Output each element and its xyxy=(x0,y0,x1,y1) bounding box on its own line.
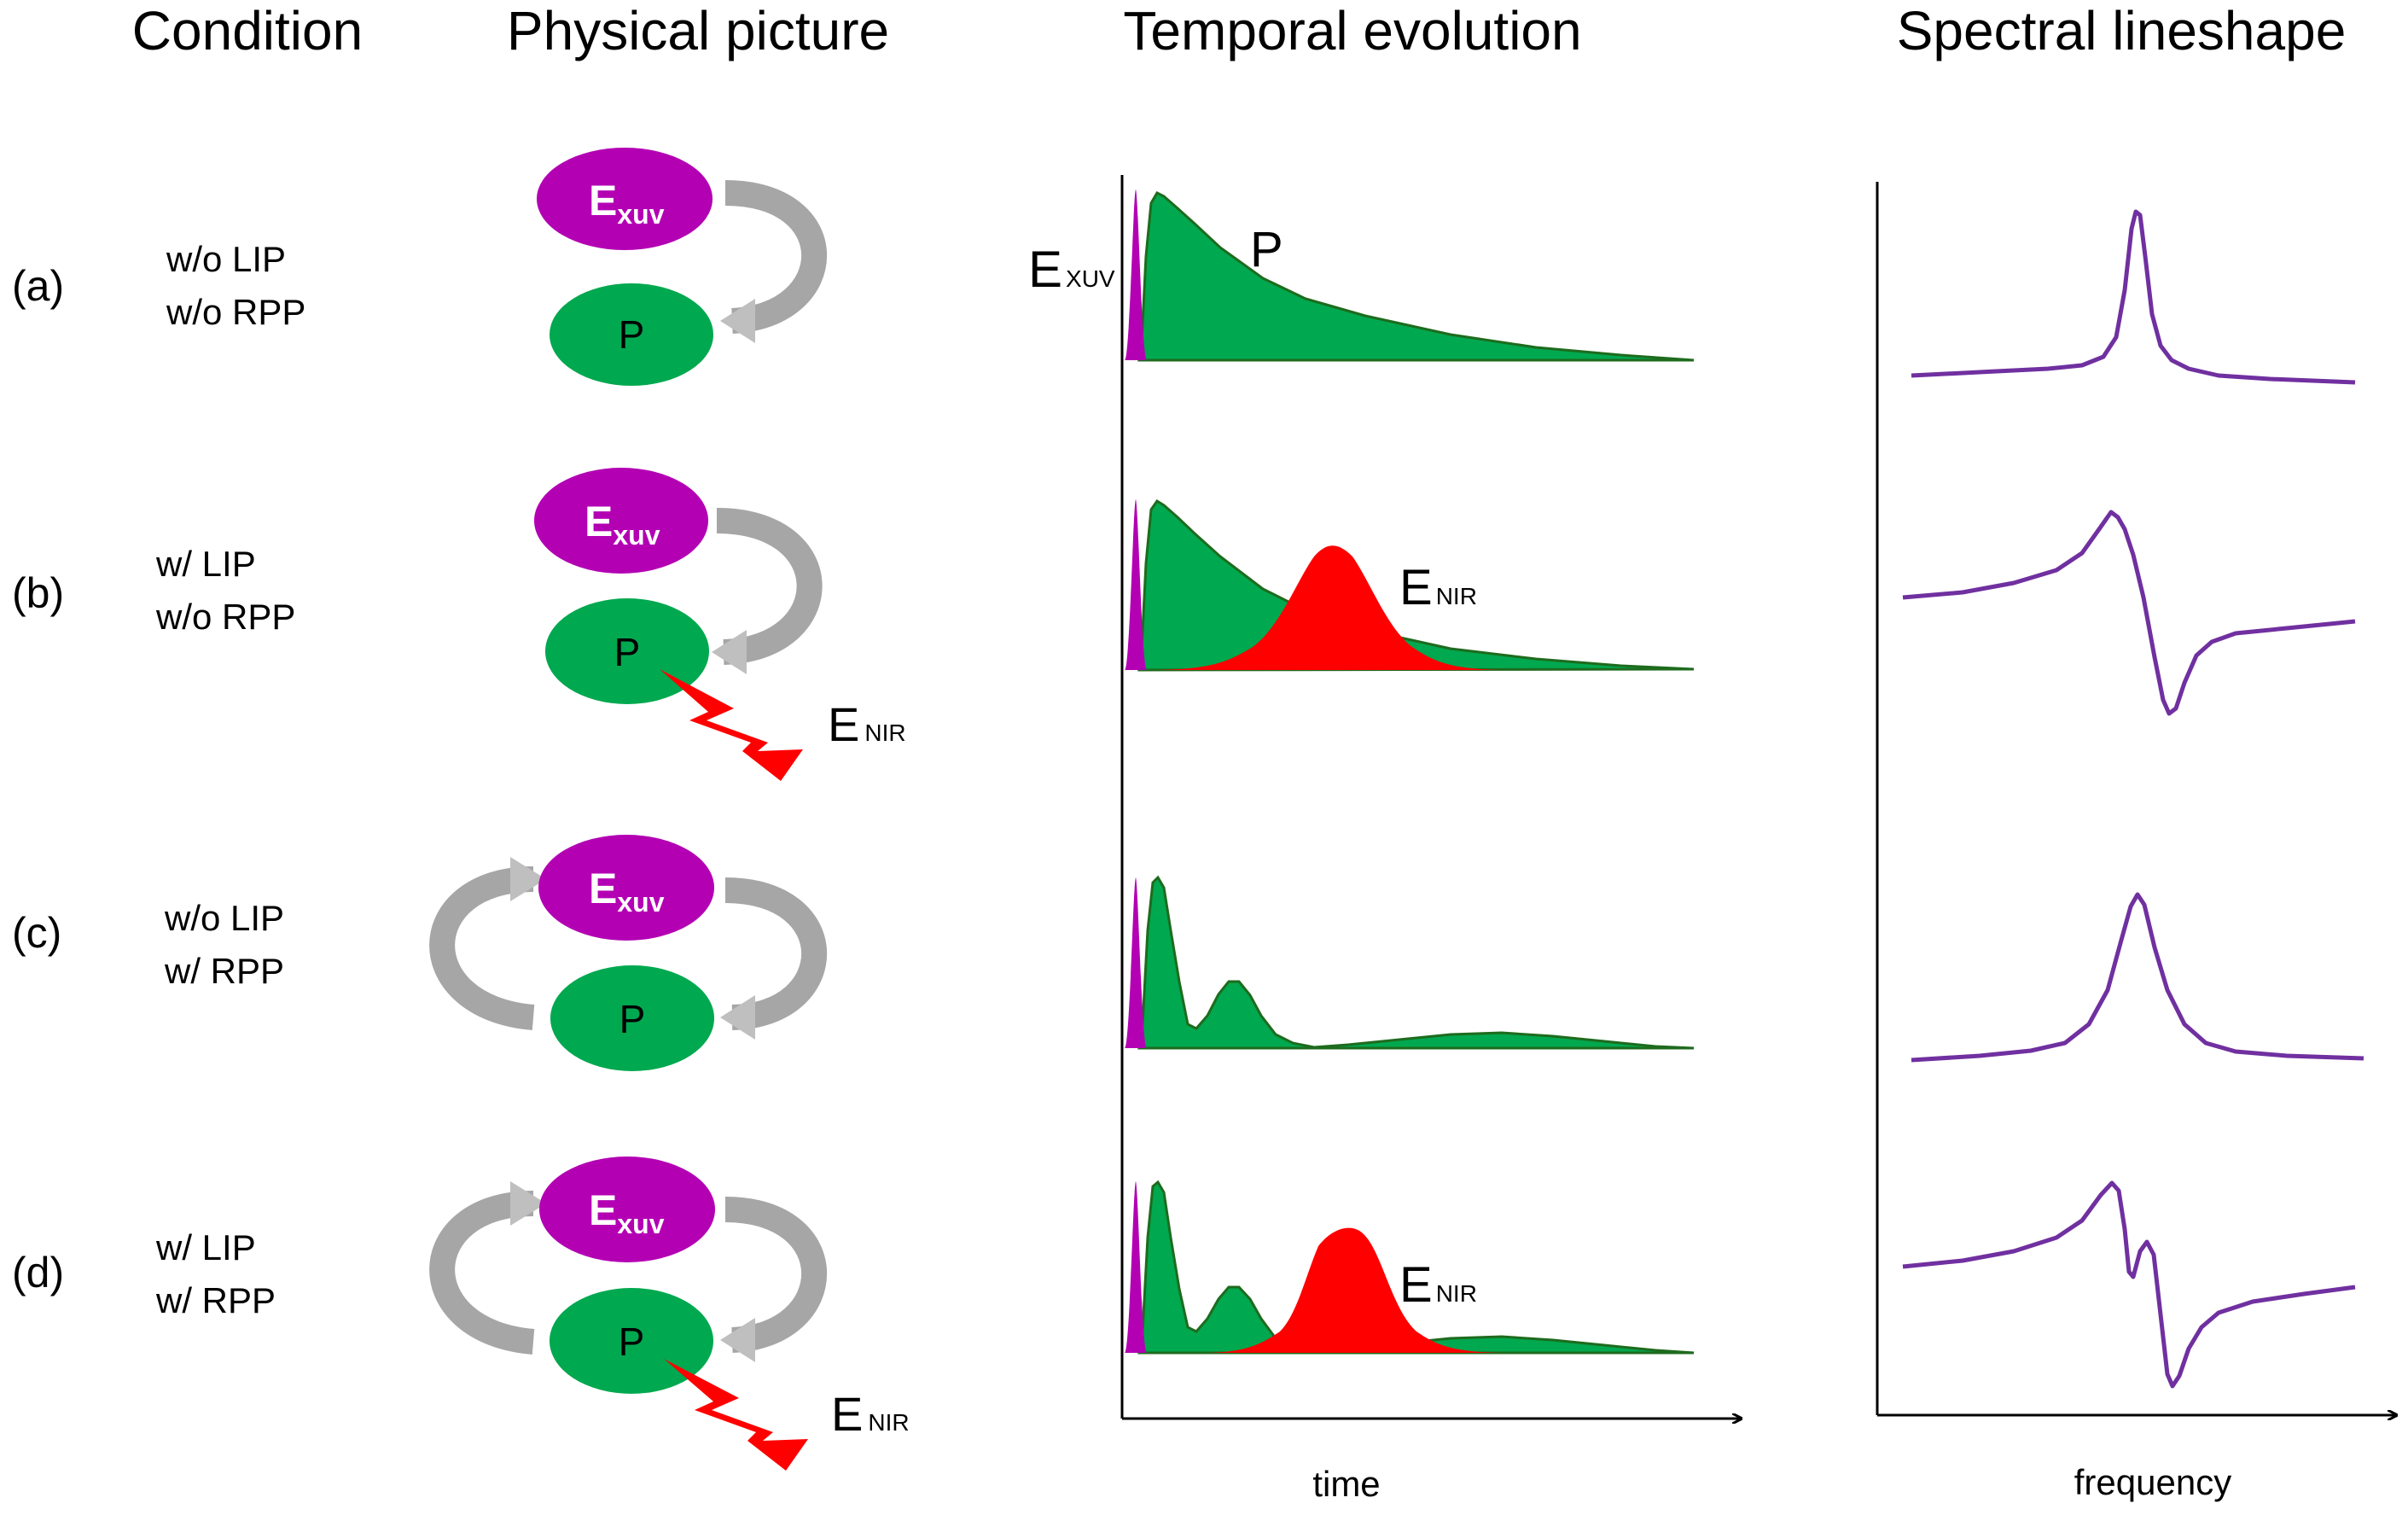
spectral-lineshape-panel: frequency xyxy=(1876,182,2396,1502)
polarization-label: P xyxy=(619,997,646,1041)
feedback-arrow-right xyxy=(724,180,827,334)
feedback-arrow-right xyxy=(724,1197,827,1353)
condition-lip: w/o LIP xyxy=(164,898,284,938)
physical-picture-c: Exuv P xyxy=(429,835,827,1071)
header-physical-picture: Physical picture xyxy=(507,0,889,61)
polarization-ellipse xyxy=(550,283,713,386)
polarization-label: P xyxy=(619,312,645,357)
condition-lip: w/o LIP xyxy=(166,239,286,279)
xuv-field-ellipse xyxy=(538,835,714,941)
xuv-ellipse-label: Exuv xyxy=(585,498,660,551)
xuv-pulse-a xyxy=(1125,189,1147,360)
polarization-trace-c xyxy=(1137,875,1695,1050)
condition-lip: w/ LIP xyxy=(155,1227,256,1267)
arrowhead-icon xyxy=(510,857,546,901)
feedback-arrow-right xyxy=(724,877,827,1030)
nir-pulse-d xyxy=(1207,1227,1502,1353)
xuv-field-ellipse xyxy=(534,468,708,574)
nir-label: E NIR xyxy=(828,697,906,751)
condition-rpp: w/o RPP xyxy=(166,292,305,332)
polarization-plot-label: P xyxy=(1250,222,1283,277)
row-label: (d) xyxy=(12,1249,64,1296)
row-label: (c) xyxy=(12,909,61,957)
spectrum-d xyxy=(1902,1180,2356,1389)
condition-rpp: w/o RPP xyxy=(155,597,295,637)
condition-rpp: w/ RPP xyxy=(155,1280,276,1320)
header-temporal-evolution: Temporal evolution xyxy=(1123,0,1581,61)
physical-picture-a: Exuv P xyxy=(537,148,827,386)
nir-lightning-icon xyxy=(664,1359,808,1471)
polarization-trace-d xyxy=(1137,1180,1695,1355)
spectrum-a xyxy=(1911,209,2356,385)
polarization-trace-a xyxy=(1137,191,1695,362)
xuv-ellipse-label: Exuv xyxy=(589,177,665,230)
row-d-condition: (d) w/ LIP w/ RPP xyxy=(12,1227,276,1320)
xuv-pulse-b xyxy=(1125,499,1147,670)
polarization-ellipse xyxy=(545,598,709,704)
polarization-ellipse xyxy=(550,965,714,1071)
nir-plot-label: E NIR xyxy=(1399,1257,1477,1313)
row-label: (b) xyxy=(12,569,64,617)
header-spectral-lineshape: Spectral lineshape xyxy=(1897,0,2347,61)
nir-label: E NIR xyxy=(831,1387,910,1441)
spectrum-b xyxy=(1902,510,2356,716)
polarization-ellipse xyxy=(550,1288,713,1394)
row-label: (a) xyxy=(12,262,64,310)
xuv-pulse-c xyxy=(1125,877,1147,1048)
spectrum-c xyxy=(1911,892,2364,1063)
xuv-pulse-d xyxy=(1125,1181,1147,1353)
xuv-ellipse-label: Exuv xyxy=(589,1186,665,1239)
xuv-field-ellipse xyxy=(537,148,713,250)
nir-pulse-b xyxy=(1156,545,1502,670)
feedback-arrow-left xyxy=(429,866,535,1030)
polarization-label: P xyxy=(619,1320,645,1364)
arrowhead-icon xyxy=(712,630,747,674)
row-a-condition: (a) w/o LIP w/o RPP xyxy=(12,239,305,332)
row-b-condition: (b) w/ LIP w/o RPP xyxy=(12,544,295,637)
arrowhead-icon xyxy=(720,299,755,343)
temporal-evolution-panel: time E XUV P E NIR E NIR xyxy=(1028,175,1741,1504)
arrowhead-icon xyxy=(720,1318,755,1362)
arrowhead-icon xyxy=(510,1181,546,1226)
frequency-axis-label: frequency xyxy=(2074,1462,2231,1502)
xuv-plot-label: E XUV xyxy=(1028,241,1115,298)
polarization-label: P xyxy=(614,630,641,674)
time-axis-label: time xyxy=(1312,1464,1380,1504)
arrowhead-icon xyxy=(720,995,755,1040)
row-c-condition: (c) w/o LIP w/ RPP xyxy=(12,898,284,991)
feedback-arrow-left xyxy=(429,1191,535,1355)
xuv-field-ellipse xyxy=(539,1157,715,1262)
condition-lip: w/ LIP xyxy=(155,544,256,584)
physical-picture-b: Exuv P E NIR xyxy=(534,468,906,781)
physical-picture-d: Exuv P E NIR xyxy=(429,1157,910,1471)
condition-rpp: w/ RPP xyxy=(164,951,284,991)
feedback-arrow-right xyxy=(716,508,823,665)
nir-plot-label: E NIR xyxy=(1399,560,1477,615)
xuv-ellipse-label: Exuv xyxy=(589,865,665,918)
nir-lightning-icon xyxy=(660,669,803,781)
header-condition: Condition xyxy=(132,0,363,61)
